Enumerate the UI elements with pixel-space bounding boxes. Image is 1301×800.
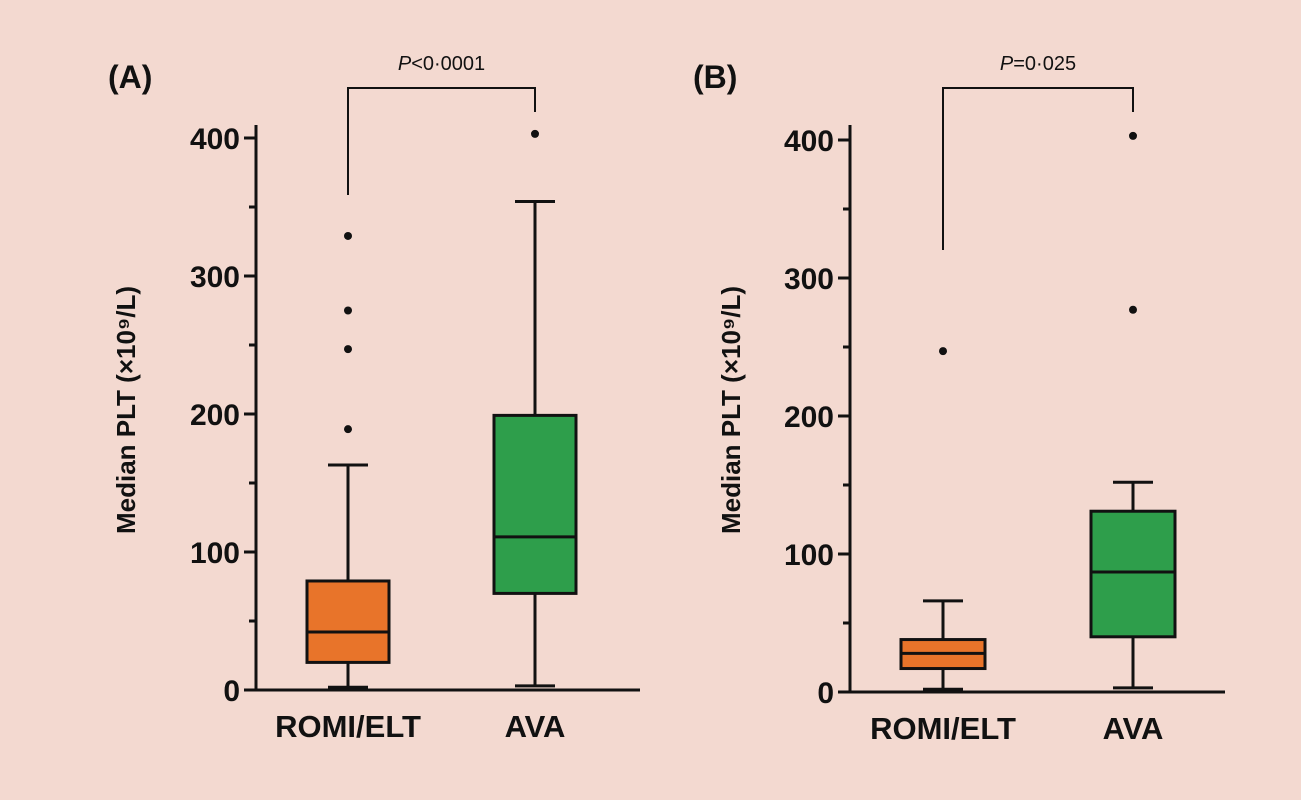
panel-label: (A) <box>108 59 152 95</box>
y-tick-label: 100 <box>190 537 240 570</box>
x-category-label: ROMI/ELT <box>870 711 1016 746</box>
y-tick-label: 200 <box>190 399 240 432</box>
p-value-text: <0·0001 <box>411 53 485 75</box>
box-romi-elt <box>899 347 987 691</box>
iqr-box <box>305 579 391 664</box>
y-tick-label: 200 <box>784 401 834 434</box>
y-tick-label: 300 <box>190 261 240 294</box>
chart-panel-a: (A) Median PLT (×10⁹/L) 0 100 200 300 400 ROMI/… <box>108 53 640 744</box>
y-tick-label: 400 <box>784 125 834 158</box>
box-romi-elt <box>305 231 391 689</box>
panel-label: (B) <box>693 59 737 95</box>
y-tick-label: 100 <box>784 539 834 572</box>
significance-bracket <box>942 87 1134 250</box>
y-axis-title: Median PLT (×10⁹/L) <box>716 286 746 534</box>
outlier-point <box>1129 131 1137 140</box>
outlier-point <box>1129 305 1137 314</box>
p-value-label: P=0·025 <box>1000 53 1076 75</box>
p-value-prefix: P <box>1000 53 1014 75</box>
outlier-point <box>939 347 947 356</box>
y-tick-label: 300 <box>784 263 834 296</box>
x-category-label: ROMI/ELT <box>275 709 421 744</box>
p-value-text: =0·025 <box>1013 53 1076 75</box>
outlier-point <box>344 231 352 240</box>
y-tick-label: 0 <box>223 675 240 708</box>
y-tick-label: 0 <box>817 677 834 710</box>
outlier-point <box>344 306 352 315</box>
chart-panel-b: (B) Median PLT (×10⁹/L) 0 100 200 300 400 ROMI/… <box>693 53 1225 746</box>
y-axis-title: Median PLT (×10⁹/L) <box>111 286 141 534</box>
iqr-box <box>1089 509 1177 639</box>
outlier-point <box>344 425 352 434</box>
iqr-box <box>492 413 578 595</box>
outlier-point <box>344 345 352 354</box>
box-ava <box>1089 131 1177 690</box>
outlier-point <box>531 129 539 138</box>
y-tick-label: 400 <box>190 123 240 156</box>
box-ava <box>492 129 578 688</box>
x-category-label: AVA <box>1103 711 1164 746</box>
p-value-label: P<0·0001 <box>398 53 485 75</box>
significance-bracket <box>347 87 536 195</box>
p-value-prefix: P <box>398 53 412 75</box>
x-category-label: AVA <box>505 709 566 744</box>
